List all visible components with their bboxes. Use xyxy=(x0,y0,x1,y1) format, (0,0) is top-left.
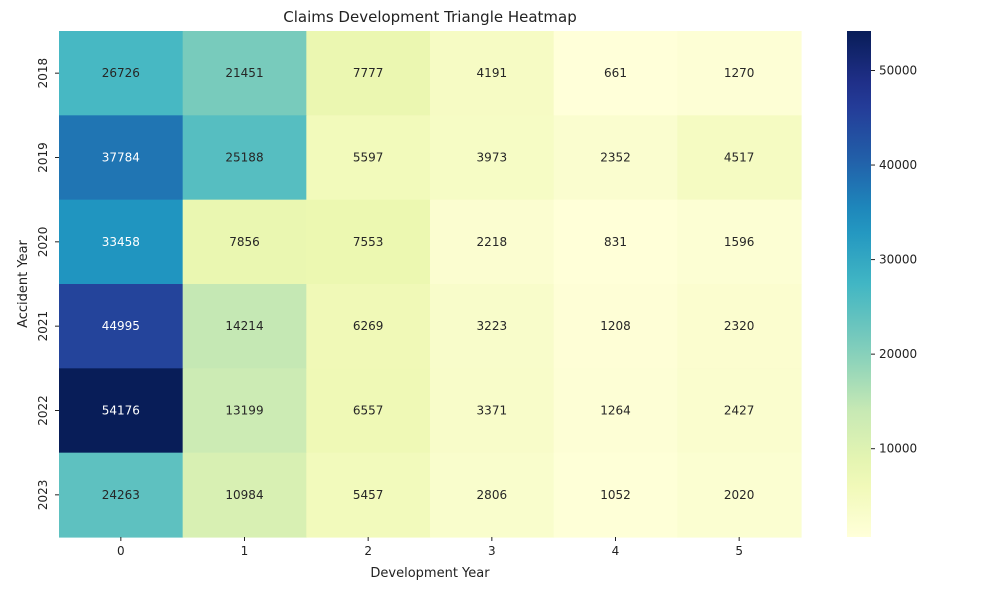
x-tick-label: 0 xyxy=(117,544,125,558)
heatmap-cell xyxy=(59,452,184,538)
cell-value-label: 21451 xyxy=(225,66,263,80)
cell-value-label: 1596 xyxy=(724,235,755,249)
cell-value-label: 4517 xyxy=(724,151,755,165)
heatmap-cell xyxy=(306,368,431,454)
heatmap-cell xyxy=(553,368,678,454)
cell-value-label: 831 xyxy=(604,235,627,249)
heatmap-cell xyxy=(59,284,184,369)
x-tick-label: 1 xyxy=(241,544,249,558)
heatmap-cell xyxy=(59,368,184,454)
cell-value-label: 10984 xyxy=(225,488,263,502)
cell-value-label: 24263 xyxy=(102,488,140,502)
heatmap-cell xyxy=(677,452,802,538)
heatmap-cells: 26726 21451 7777 4191 661 1270 37784 25188 5597 3… xyxy=(59,31,802,538)
colorbar-tick-label: 40000 xyxy=(879,158,917,172)
heatmap-cell xyxy=(553,452,678,538)
cell-value-label: 44995 xyxy=(102,319,140,333)
cell-value-label: 26726 xyxy=(102,66,140,80)
y-tick-label: 2019 xyxy=(36,142,50,173)
heatmap-cell xyxy=(182,31,307,116)
heatmap-cell xyxy=(553,284,678,369)
heatmap-cell xyxy=(430,284,555,369)
x-tick-label: 3 xyxy=(488,544,496,558)
x-axis-ticks: 0 1 2 3 4 5 xyxy=(117,537,743,558)
y-tick-label: 2018 xyxy=(36,58,50,89)
heatmap-cell xyxy=(430,452,555,538)
colorbar: 10000 20000 30000 40000 50000 xyxy=(847,31,917,537)
heatmap-cell xyxy=(553,115,678,201)
x-tick-label: 5 xyxy=(735,544,743,558)
cell-value-label: 14214 xyxy=(225,319,263,333)
x-tick-label: 2 xyxy=(364,544,372,558)
heatmap-cell xyxy=(59,115,184,201)
colorbar-tick-label: 50000 xyxy=(879,63,917,77)
heatmap-cell xyxy=(182,368,307,454)
cell-value-label: 3371 xyxy=(477,404,508,418)
heatmap-cell xyxy=(553,31,678,116)
heatmap-cell xyxy=(306,31,431,116)
cell-value-label: 6557 xyxy=(353,404,384,418)
cell-value-label: 7856 xyxy=(229,235,260,249)
heatmap-cell xyxy=(677,115,802,201)
heatmap-cell xyxy=(677,31,802,116)
heatmap-cell xyxy=(306,199,431,285)
cell-value-label: 2352 xyxy=(600,151,631,165)
y-axis-label: Accident Year xyxy=(16,239,31,327)
cell-value-label: 4191 xyxy=(477,66,508,80)
heatmap-cell xyxy=(677,368,802,454)
cell-value-label: 661 xyxy=(604,66,627,80)
cell-value-label: 33458 xyxy=(102,235,140,249)
colorbar-tick-label: 20000 xyxy=(879,347,917,361)
heatmap-cell xyxy=(182,452,307,538)
cell-value-label: 2427 xyxy=(724,404,755,418)
heatmap-cell xyxy=(677,284,802,369)
cell-value-label: 6269 xyxy=(353,319,384,333)
cell-value-label: 25188 xyxy=(225,151,263,165)
cell-value-label: 3973 xyxy=(477,151,508,165)
cell-value-label: 7553 xyxy=(353,235,384,249)
heatmap-cell xyxy=(182,284,307,369)
cell-value-label: 2320 xyxy=(724,319,755,333)
heatmap-cell xyxy=(306,452,431,538)
x-axis-label: Development Year xyxy=(370,566,490,581)
y-axis-ticks: 2018 2019 2020 2021 2022 2023 xyxy=(36,58,59,510)
heatmap-cell xyxy=(306,284,431,369)
cell-value-label: 1270 xyxy=(724,66,755,80)
cell-value-label: 2806 xyxy=(477,488,508,502)
heatmap-cell xyxy=(182,199,307,285)
y-tick-label: 2022 xyxy=(36,395,50,426)
cell-value-label: 1208 xyxy=(600,319,631,333)
colorbar-tick-label: 10000 xyxy=(879,442,917,456)
cell-value-label: 13199 xyxy=(225,404,263,418)
cell-value-label: 2218 xyxy=(477,235,508,249)
heatmap-cell xyxy=(306,115,431,201)
heatmap-cell xyxy=(59,31,184,116)
heatmap-cell xyxy=(182,115,307,201)
heatmap-cell xyxy=(430,31,555,116)
colorbar-gradient xyxy=(847,31,871,537)
heatmap-cell xyxy=(553,199,678,285)
heatmap-cell xyxy=(430,199,555,285)
chart-title: Claims Development Triangle Heatmap xyxy=(283,8,577,26)
cell-value-label: 5457 xyxy=(353,488,384,502)
y-tick-label: 2020 xyxy=(36,227,50,258)
cell-value-label: 7777 xyxy=(353,66,384,80)
y-tick-label: 2021 xyxy=(36,311,50,342)
heatmap-cell xyxy=(430,368,555,454)
cell-value-label: 1264 xyxy=(600,404,631,418)
colorbar-ticks: 10000 20000 30000 40000 50000 xyxy=(871,63,917,456)
cell-value-label: 5597 xyxy=(353,151,384,165)
x-tick-label: 4 xyxy=(612,544,620,558)
colorbar-tick-label: 30000 xyxy=(879,253,917,267)
cell-value-label: 54176 xyxy=(102,404,140,418)
cell-value-label: 2020 xyxy=(724,488,755,502)
heatmap-cell xyxy=(677,199,802,285)
cell-value-label: 1052 xyxy=(600,488,631,502)
cell-value-label: 37784 xyxy=(102,151,140,165)
heatmap-cell xyxy=(59,199,184,285)
heatmap-cell xyxy=(430,115,555,201)
y-tick-label: 2023 xyxy=(36,480,50,511)
cell-value-label: 3223 xyxy=(477,319,508,333)
